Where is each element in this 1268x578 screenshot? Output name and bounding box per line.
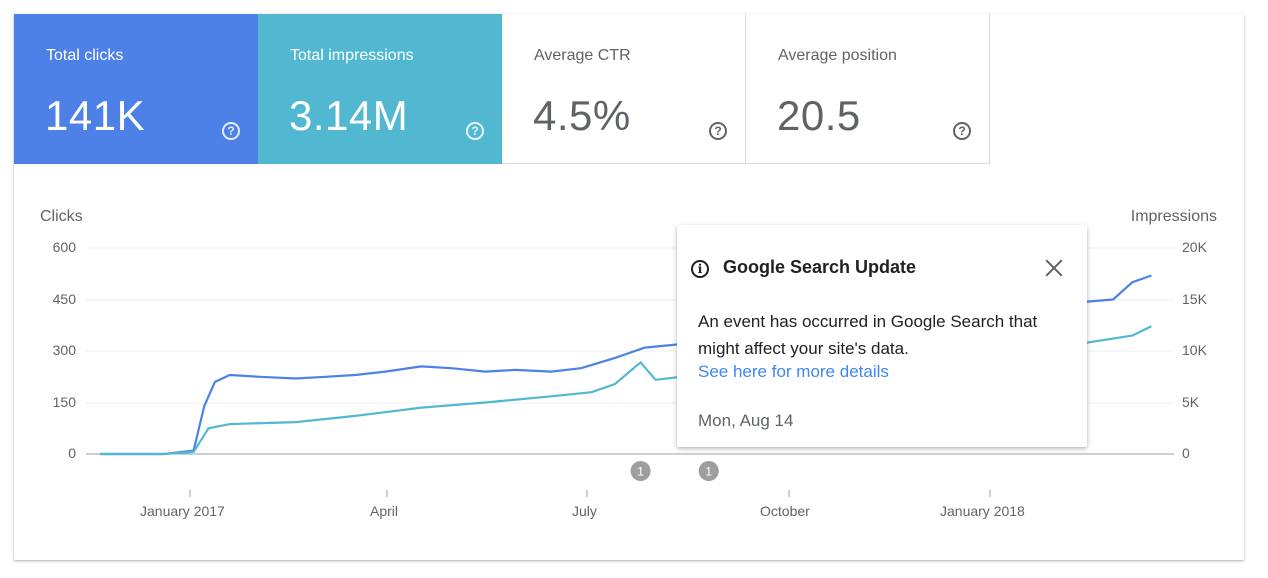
- help-icon[interactable]: ?: [222, 122, 240, 140]
- help-icon[interactable]: ?: [466, 122, 484, 140]
- annotation-marker[interactable]: [698, 461, 719, 481]
- y-left-tick: 600: [52, 239, 76, 255]
- popup-date: Mon, Aug 14: [698, 411, 794, 430]
- y-left-tick: 0: [68, 445, 76, 461]
- help-icon[interactable]: ?: [709, 122, 727, 140]
- y-right-tick: 5K: [1182, 394, 1200, 410]
- performance-card: Total clicks 141K ? Total impressions 3.…: [14, 14, 1244, 560]
- y-right-tick: 10K: [1182, 342, 1207, 358]
- y-left-tick: 300: [52, 342, 76, 358]
- x-tick-label: January 2017: [140, 503, 225, 519]
- metric-label: Total clicks: [46, 47, 124, 64]
- metric-value: 20.5: [777, 92, 861, 139]
- metric-value: 3.14M: [289, 92, 409, 139]
- y-axis-right-title: Impressions: [1130, 208, 1217, 225]
- metric-value: 4.5%: [533, 92, 631, 139]
- x-tick-label: July: [572, 503, 597, 519]
- y-left-tick: 450: [52, 291, 76, 307]
- metric-label: Average CTR: [534, 47, 631, 64]
- info-icon: i: [691, 260, 709, 278]
- close-icon[interactable]: [1041, 255, 1067, 281]
- popup-body: An event has occurred in Google Search t…: [698, 312, 1038, 358]
- metrics-row: Total clicks 141K ? Total impressions 3.…: [14, 14, 990, 164]
- y-right-tick: 20K: [1182, 239, 1207, 255]
- metric-average-position[interactable]: Average position 20.5 ?: [746, 14, 990, 164]
- annotation-label: 1: [705, 465, 712, 479]
- x-tick-label: October: [760, 503, 810, 519]
- details-link[interactable]: See here for more details: [698, 362, 889, 381]
- y-right-tick: 0: [1182, 445, 1190, 461]
- help-icon[interactable]: ?: [953, 122, 971, 140]
- search-update-popup: i Google Search Update An event has occu…: [677, 225, 1087, 447]
- metric-value: 141K: [45, 92, 146, 139]
- popup-title: Google Search Update: [723, 257, 917, 277]
- y-axis-left-title: Clicks: [40, 208, 83, 225]
- metric-label: Average position: [778, 47, 897, 64]
- annotation-label: 1: [637, 465, 644, 479]
- metric-total-impressions[interactable]: Total impressions 3.14M ?: [258, 14, 502, 164]
- annotation-marker[interactable]: [630, 461, 651, 481]
- metric-average-ctr[interactable]: Average CTR 4.5% ?: [502, 14, 746, 164]
- metric-total-clicks[interactable]: Total clicks 141K ?: [14, 14, 258, 164]
- y-right-tick: 15K: [1182, 291, 1207, 307]
- x-tick-label: April: [370, 503, 399, 519]
- x-tick-label: January 2018: [940, 503, 1025, 519]
- y-left-tick: 150: [52, 394, 76, 410]
- metric-label: Total impressions: [290, 47, 414, 64]
